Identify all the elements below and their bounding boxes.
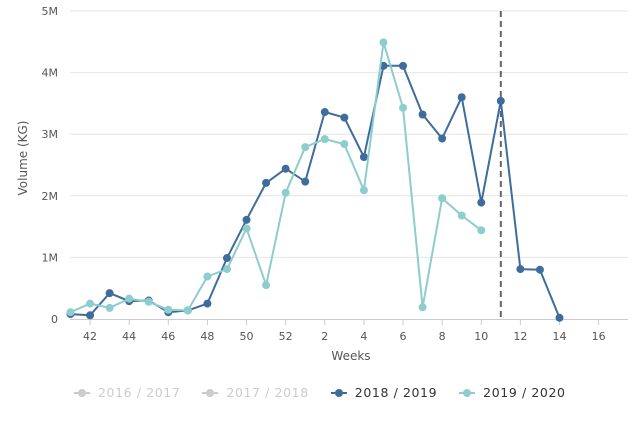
data-point[interactable] — [281, 164, 290, 173]
data-point[interactable] — [340, 113, 349, 122]
data-point[interactable] — [242, 215, 251, 224]
legend-swatch — [330, 388, 347, 397]
data-point[interactable] — [340, 140, 349, 149]
y-axis-ticks: 0 1M 2M 3M 4M 5M — [42, 5, 59, 326]
data-point[interactable] — [301, 177, 310, 186]
x-tick-label: 14 — [553, 330, 567, 343]
x-tick-label: 44 — [122, 330, 136, 343]
data-point[interactable] — [438, 194, 447, 203]
data-point[interactable] — [320, 108, 329, 117]
y-tick-label: 5M — [42, 5, 59, 18]
legend-swatch — [459, 388, 476, 397]
data-point[interactable] — [301, 143, 310, 152]
chart-legend: 2016 / 2017 2017 / 2018 2018 / 2019 2019 / … — [74, 385, 588, 400]
data-point[interactable] — [183, 306, 192, 315]
x-tick-label: 42 — [83, 330, 97, 343]
data-point[interactable] — [359, 186, 368, 195]
data-point[interactable] — [418, 110, 427, 119]
data-point[interactable] — [516, 265, 525, 274]
series-layer — [66, 38, 564, 322]
data-point[interactable] — [418, 303, 427, 312]
data-point[interactable] — [457, 211, 466, 220]
x-tick-label: 2 — [321, 330, 328, 343]
series-2019-2020 — [66, 38, 486, 317]
data-point[interactable] — [399, 103, 408, 112]
x-tick-label: 16 — [592, 330, 606, 343]
x-tick-label: 52 — [279, 330, 293, 343]
gridlines — [70, 10, 628, 258]
data-point[interactable] — [438, 134, 447, 143]
data-point[interactable] — [379, 38, 388, 47]
x-tick-label: 10 — [474, 330, 488, 343]
x-tick-label: 50 — [240, 330, 254, 343]
data-point[interactable] — [105, 289, 114, 298]
x-tick-label: 6 — [400, 330, 407, 343]
legend-label: 2018 / 2019 — [354, 385, 438, 400]
legend-item[interactable]: 2019 / 2020 — [459, 385, 565, 400]
data-point[interactable] — [86, 311, 95, 320]
data-point[interactable] — [66, 308, 75, 317]
legend-label: 2019 / 2020 — [483, 385, 566, 400]
data-point[interactable] — [203, 299, 212, 308]
data-point[interactable] — [242, 224, 251, 233]
x-tick-label: 46 — [161, 330, 175, 343]
series-2018-2019 — [66, 61, 564, 322]
y-tick-label: 2M — [42, 190, 59, 203]
x-tick-label: 12 — [513, 330, 527, 343]
y-tick-label: 1M — [42, 251, 59, 264]
legend-swatch — [74, 388, 90, 397]
data-point[interactable] — [555, 313, 564, 322]
data-point[interactable] — [496, 96, 505, 105]
y-tick-label: 4M — [42, 67, 59, 80]
data-point[interactable] — [125, 294, 134, 303]
legend-item[interactable]: 2018 / 2019 — [330, 385, 438, 400]
y-tick-label: 3M — [42, 128, 59, 141]
y-axis-title: Volume (KG) — [16, 121, 30, 196]
series-line — [70, 64, 561, 319]
legend-label: 2016 / 2017 — [98, 385, 181, 400]
data-point[interactable] — [262, 178, 271, 187]
data-point[interactable] — [262, 281, 271, 290]
data-point[interactable] — [477, 226, 486, 235]
data-point[interactable] — [164, 305, 173, 314]
x-axis-ticks: 42 44 46 48 50 52 2 4 6 8 10 12 14 16 — [83, 319, 606, 343]
data-point[interactable] — [105, 303, 114, 312]
data-point[interactable] — [222, 265, 231, 274]
x-tick-label: 8 — [439, 330, 446, 343]
data-point[interactable] — [477, 198, 486, 207]
data-point[interactable] — [203, 272, 212, 281]
legend-item[interactable]: 2017 / 2018 — [202, 385, 308, 400]
y-tick-label: 0 — [51, 313, 58, 326]
x-axis-title: Weeks — [331, 349, 370, 363]
data-point[interactable] — [457, 93, 466, 102]
data-point[interactable] — [144, 297, 153, 306]
x-tick-label: 48 — [200, 330, 214, 343]
legend-item[interactable]: 2016 / 2017 — [74, 385, 180, 400]
series-line — [70, 41, 482, 314]
data-point[interactable] — [281, 188, 290, 197]
legend-swatch — [202, 388, 219, 397]
data-point[interactable] — [535, 265, 544, 274]
data-point[interactable] — [222, 254, 231, 263]
data-point[interactable] — [320, 135, 329, 144]
data-point[interactable] — [86, 299, 95, 308]
x-tick-label: 4 — [360, 330, 367, 343]
data-point[interactable] — [359, 152, 368, 161]
legend-label: 2017 / 2018 — [226, 385, 309, 400]
data-point[interactable] — [399, 61, 408, 70]
